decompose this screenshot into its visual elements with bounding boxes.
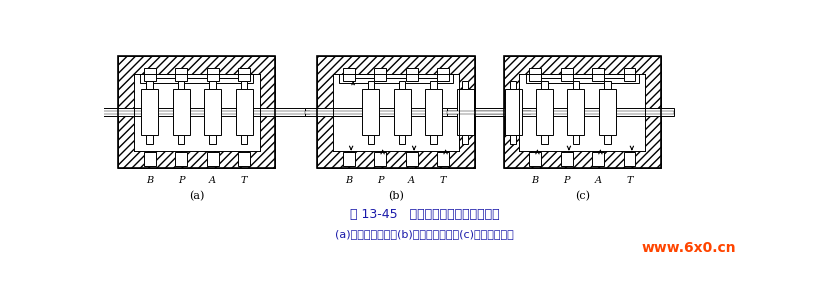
Bar	[405, 68, 417, 81]
Bar	[509, 135, 516, 144]
Text: B: B	[146, 176, 153, 185]
Bar	[591, 152, 604, 166]
Bar	[503, 56, 660, 168]
Text: P: P	[562, 176, 569, 185]
Bar	[147, 74, 247, 78]
Bar	[503, 56, 660, 168]
Bar	[143, 152, 156, 166]
Bar	[398, 81, 405, 89]
Bar	[436, 152, 449, 166]
Bar	[532, 74, 632, 78]
Bar	[177, 135, 184, 144]
Bar	[175, 152, 187, 166]
Bar	[504, 89, 521, 135]
Bar	[84, 108, 310, 116]
Bar	[405, 152, 417, 166]
Bar	[177, 81, 184, 89]
Bar	[238, 152, 250, 166]
Bar	[342, 152, 354, 166]
Text: 图 13-45   滑阀式换向阀的工作原理图: 图 13-45 滑阀式换向阀的工作原理图	[349, 208, 499, 221]
Text: A: A	[594, 176, 601, 185]
Bar	[317, 56, 474, 168]
Bar	[623, 68, 635, 81]
Text: B: B	[531, 176, 538, 185]
Text: www.6x0.cn: www.6x0.cn	[641, 240, 735, 255]
Bar	[425, 89, 441, 135]
Bar	[206, 152, 219, 166]
Bar	[599, 89, 615, 135]
Bar	[342, 68, 354, 81]
Bar	[567, 89, 584, 135]
Bar	[172, 89, 190, 135]
Bar	[317, 56, 474, 168]
Bar	[446, 108, 673, 116]
Bar	[367, 135, 373, 144]
Bar	[147, 81, 152, 89]
Bar	[572, 81, 579, 89]
Bar	[118, 56, 275, 168]
Bar	[333, 74, 459, 151]
Text: (a)滑阀处于中位；(b)滑阀处于右位；(c)滑阀处于左位: (a)滑阀处于中位；(b)滑阀处于右位；(c)滑阀处于左位	[335, 229, 513, 239]
Text: T: T	[440, 176, 446, 185]
Bar	[541, 81, 547, 89]
Bar	[604, 135, 610, 144]
Bar	[591, 68, 604, 81]
Bar	[204, 89, 221, 135]
Bar	[509, 81, 516, 89]
Bar	[525, 74, 638, 83]
Bar	[147, 135, 152, 144]
Text: P: P	[377, 176, 383, 185]
Bar	[623, 152, 635, 166]
Text: (b): (b)	[388, 191, 403, 201]
Bar	[367, 81, 373, 89]
Bar	[456, 89, 473, 135]
Bar	[393, 89, 410, 135]
Text: B: B	[344, 176, 352, 185]
Text: T: T	[625, 176, 632, 185]
Bar	[572, 135, 579, 144]
Bar	[362, 89, 378, 135]
Text: A: A	[407, 176, 415, 185]
Bar	[541, 135, 547, 144]
Bar	[373, 152, 386, 166]
Bar	[430, 135, 436, 144]
Bar	[528, 68, 541, 81]
Bar	[604, 81, 610, 89]
Text: P: P	[177, 176, 184, 185]
Bar	[339, 74, 452, 83]
Bar	[84, 111, 310, 113]
Bar	[209, 135, 215, 144]
Bar	[240, 135, 247, 144]
Bar	[133, 74, 259, 151]
Bar	[175, 68, 187, 81]
Bar	[436, 68, 449, 81]
Text: A: A	[209, 176, 216, 185]
Bar	[240, 81, 247, 89]
Bar	[345, 74, 445, 78]
Bar	[118, 56, 275, 168]
Bar	[304, 111, 531, 113]
Bar	[304, 108, 531, 116]
Bar	[560, 68, 572, 81]
Bar	[143, 68, 156, 81]
Bar	[461, 81, 468, 89]
Text: T: T	[240, 176, 247, 185]
Bar	[209, 81, 215, 89]
Bar	[560, 152, 572, 166]
Bar	[446, 111, 673, 113]
Text: (c): (c)	[574, 191, 589, 201]
Bar	[141, 89, 158, 135]
Bar	[518, 74, 644, 151]
Bar	[398, 135, 405, 144]
Bar	[373, 68, 386, 81]
Bar	[235, 89, 253, 135]
Bar	[206, 68, 219, 81]
Bar	[528, 152, 541, 166]
Bar	[536, 89, 552, 135]
Text: (a): (a)	[189, 191, 205, 201]
Bar	[461, 135, 468, 144]
Bar	[430, 81, 436, 89]
Bar	[140, 74, 253, 83]
Bar	[238, 68, 250, 81]
